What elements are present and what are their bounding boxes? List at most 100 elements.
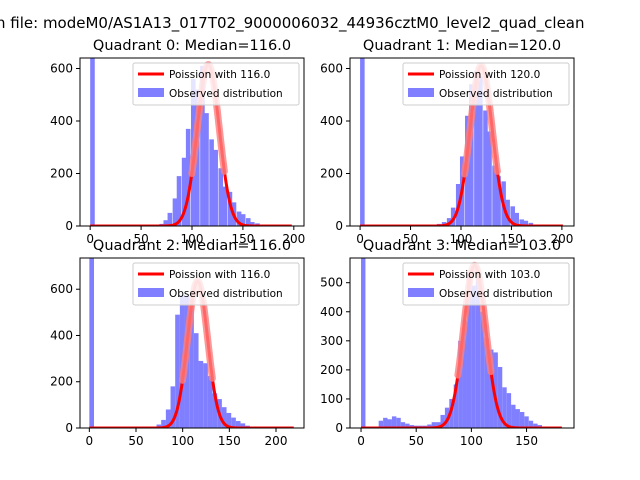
histogram-bar [391,416,397,428]
histogram-bar [212,393,218,428]
histogram-bar [510,206,515,226]
histogram-bar [240,423,246,428]
axes-frame [349,257,575,429]
histogram-bar [471,285,476,428]
y-tick-label: 200 [320,363,343,377]
histogram-bar [198,360,204,428]
legend-box [402,262,570,306]
histogram-bar [165,409,171,428]
histogram-bar [528,420,534,428]
histogram-bar [89,258,94,428]
legend-patch-marker [138,288,164,297]
x-tick-label: 50 [128,434,143,448]
y-tick-label: 400 [50,114,73,128]
y-tick-label: 600 [50,282,73,296]
subplot-grid: 0 50 100 150 200 0 200 400 600 Quadrant 0: Median… [50,38,575,448]
x-tick-label: 200 [265,434,288,448]
histogram-bar [156,424,162,428]
subplot-2: 0 50 100 150 200 0 200 400 600 Quadrant 2: Median… [50,238,305,448]
histogram-bar [361,258,366,428]
y-tick-label: 200 [320,167,343,181]
subplot-0: 0 50 100 150 200 0 200 400 600 Quadrant 0: Median… [50,38,305,246]
x-tick-label: 200 [282,232,305,246]
legend: Poission with 103.0 Observed distribution [402,262,570,306]
histogram-bar [493,352,498,428]
histogram-bar [396,417,401,428]
histogram-bar [170,386,176,428]
histogram-bar [469,84,474,226]
histogram-bar [474,71,479,226]
legend: Poission with 116.0 Observed distribution [132,62,300,106]
y-tick-label: 400 [320,114,343,128]
histogram-bar [533,423,538,428]
histogram-bar [519,219,525,226]
legend: Poission with 120.0 Observed distribution [402,62,570,106]
histogram-bar [176,176,182,226]
histogram-bar [492,165,497,226]
histogram-bar [453,384,459,428]
histogram-bar [483,110,488,226]
histogram-bar [405,423,410,428]
x-tick-label: 0 [357,434,365,448]
histogram-bar [213,149,218,226]
axes-frame [349,57,575,227]
x-tick-label: 50 [403,232,418,246]
x-tick-label: 150 [500,232,523,246]
legend-label-observed: Observed distribution [439,288,553,300]
axes-frame [79,257,305,429]
legend-label-observed: Observed distribution [169,288,283,300]
histogram-bar [360,58,365,226]
histogram-bar [440,414,445,428]
histogram-bar [502,387,507,428]
x-tick-label: 0 [86,434,94,448]
histogram-bar [523,220,529,226]
y-tick-label: 200 [50,375,73,389]
x-tick-label: 100 [460,434,483,448]
figure-suptitle: n file: modeM0/AS1A13_017T02_9000006032_… [0,14,585,33]
x-tick-label: 150 [231,232,254,246]
histogram-bar [181,157,187,226]
histogram-bar [528,222,534,226]
histogram-bar [514,212,520,226]
histogram-bar [235,421,241,428]
legend-label-poisson: Poission with 120.0 [439,69,540,81]
histogram-bar [226,412,232,428]
y-tick-label: 400 [50,328,73,342]
histogram-bar [400,422,406,428]
histogram-bar [218,168,224,226]
legend-box [132,62,300,106]
histogram-bar [200,65,205,226]
x-tick-label: 100 [181,232,204,246]
histogram-bar [193,333,199,428]
histogram-bar [209,139,214,226]
histogram-bar [222,186,228,226]
y-tick-label: 500 [320,276,343,290]
y-tick-label: 0 [65,421,73,435]
histogram-bar [478,76,483,226]
x-tick-label: 50 [409,434,424,448]
histogram-bar [519,412,525,428]
subplot-title: Quadrant 0: Median=116.0 [93,38,291,54]
y-tick-label: 0 [335,421,343,435]
y-tick-label: 600 [320,62,343,76]
legend-label-observed: Observed distribution [169,88,283,100]
histogram-bar [436,422,441,428]
histogram-bar [231,417,236,428]
y-tick-label: 100 [320,392,343,406]
histogram-bar [497,366,503,428]
histogram-bar [204,113,209,226]
histogram-bar [161,419,166,428]
x-tick-label: 50 [133,232,148,246]
histogram-bar [250,222,255,226]
subplot-title: Quadrant 3: Median=103.0 [363,238,561,254]
y-tick-label: 200 [50,167,73,181]
subplot-1: 0 50 100 150 200 0 200 400 600 Quadrant 1: Median… [320,38,575,246]
legend-label-observed: Observed distribution [439,88,553,100]
histogram-bar [240,214,246,226]
histogram-bar [236,211,242,226]
subplot-title: Quadrant 1: Median=120.0 [363,38,561,54]
histogram-bar [227,191,233,226]
histogram-bar [458,340,463,428]
subplot-3: 0 50 100 150 0 100 200 300 400 500 Quadrant 3: Med… [320,238,575,448]
